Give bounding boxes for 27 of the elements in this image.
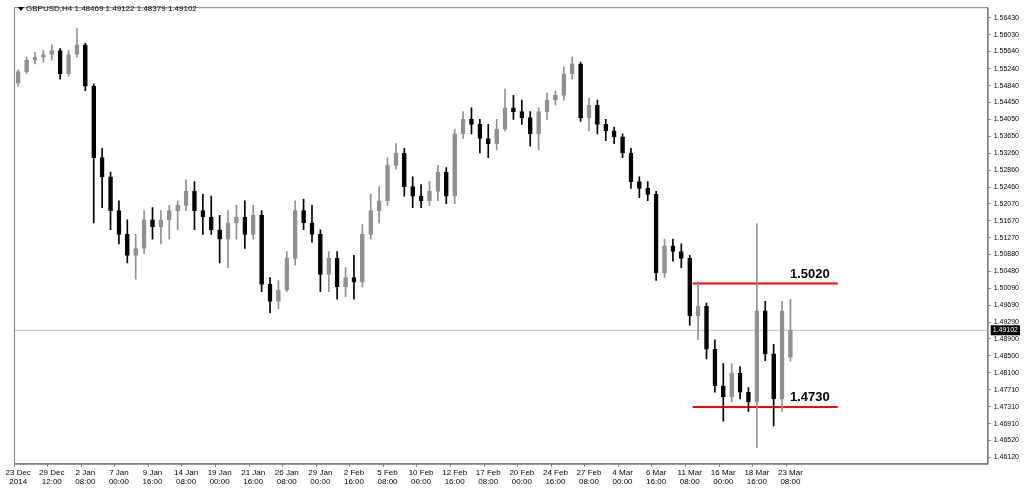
x-tick-label: 12 Feb 16:00: [442, 467, 468, 487]
x-tick-label: 20 Feb 00:00: [509, 467, 535, 487]
x-tick-label: 11 Mar 08:00: [677, 467, 703, 487]
x-tick-label: 2 Feb 16:00: [343, 467, 365, 487]
x-tick-label: 4 Mar 00:00: [612, 467, 634, 487]
x-tick-label: 2 Jan 08:00: [75, 467, 96, 487]
x-tick-label: 29 Jan 00:00: [308, 467, 333, 487]
x-tick-label: 14 Jan 08:00: [174, 467, 199, 487]
ref-line-label: 1.5020: [789, 265, 830, 281]
x-tick-label: 27 Feb 08:00: [576, 467, 602, 487]
x-tick-label: 19 Jan 00:00: [207, 467, 232, 487]
x-tick-label: 24 Feb 16:00: [542, 467, 569, 487]
chart-title: GBPUSD,H4 1.48469 1.49122 1.48379 1.49102: [26, 4, 197, 13]
x-tick-label: 10 Feb 00:00: [408, 467, 435, 487]
x-tick-label: 29 Dec 12:00: [39, 467, 65, 487]
x-tick-label: 16 Mar 00:00: [710, 467, 737, 487]
x-tick-label: 9 Jan 16:00: [142, 467, 164, 487]
ref-line-label: 1.4730: [789, 389, 830, 405]
x-tick-label: 23 Dec 2014: [5, 467, 31, 487]
x-tick-label: 23 Mar 08:00: [777, 467, 804, 487]
x-tick-label: 5 Feb 08:00: [377, 467, 399, 487]
x-tick-label: 6 Mar 16:00: [645, 467, 667, 487]
x-tick-label: 21 Jan 16:00: [241, 467, 266, 487]
x-tick-label: 7 Jan 00:00: [108, 467, 130, 487]
x-tick-label: 18 Mar 16:00: [744, 467, 770, 487]
x-tick-label: 26 Jan 08:00: [274, 467, 299, 487]
x-tick-label: 17 Feb 08:00: [475, 467, 502, 487]
